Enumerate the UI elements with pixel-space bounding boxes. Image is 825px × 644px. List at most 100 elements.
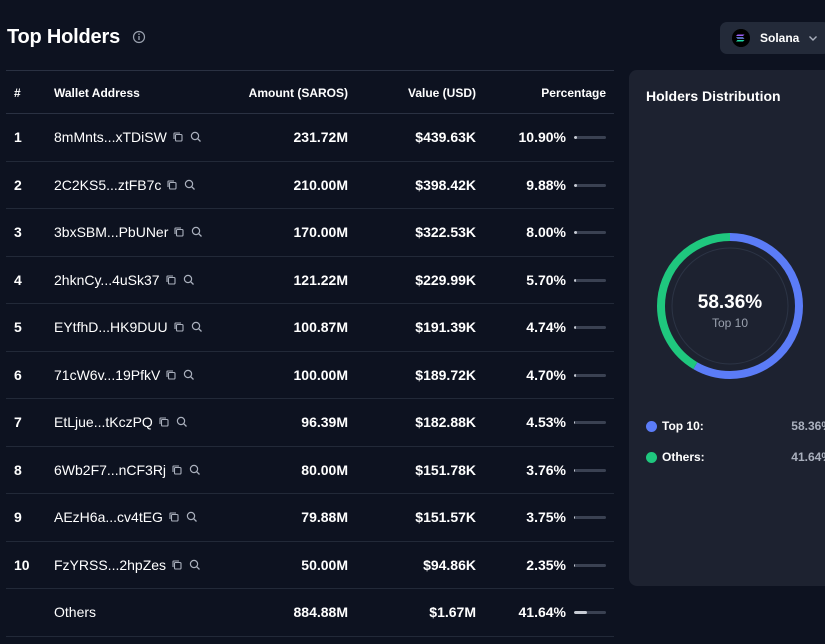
holder-amount: 79.88M <box>301 509 348 525</box>
page-title: Top Holders <box>7 26 120 48</box>
holder-rank: 2 <box>14 176 22 193</box>
legend-dot <box>646 421 657 432</box>
copy-icon[interactable] <box>158 416 170 428</box>
legend-value: 58.36% <box>791 419 825 433</box>
wallet-address[interactable]: 2hknCy...4uSk37 <box>54 271 160 288</box>
copy-icon[interactable] <box>166 179 178 191</box>
info-icon[interactable] <box>132 30 146 44</box>
percentage-bar <box>574 326 606 329</box>
percentage-bar-fill <box>574 231 577 234</box>
copy-icon[interactable] <box>171 464 183 476</box>
wallet-address[interactable]: 2C2KS5...ztFB7c <box>54 176 162 193</box>
holder-percentage: 4.70% <box>526 366 566 383</box>
wallet-address[interactable]: FzYRSS...2hpZes <box>54 556 167 573</box>
copy-icon[interactable] <box>168 511 180 523</box>
copy-icon[interactable] <box>165 274 177 286</box>
table-row: 1 8mMnts...xTDiSW 231.72M $439.63K 10.90% <box>6 114 614 162</box>
holder-value: $182.88K <box>415 414 476 430</box>
legend-label: Top 10: <box>662 419 704 433</box>
holder-percentage: 8.00% <box>526 224 566 240</box>
copy-icon[interactable] <box>172 131 184 143</box>
percentage-bar <box>574 373 606 377</box>
solana-logo-icon <box>732 29 750 47</box>
holder-value: $1.67M <box>429 604 476 620</box>
search-icon[interactable] <box>184 179 196 191</box>
percentage-bar <box>574 183 606 187</box>
percentage-bar-fill <box>574 183 578 187</box>
holder-value: $151.78K <box>415 461 476 478</box>
table-body: 1 8mMnts...xTDiSW 231.72M $439.63K 10.90% 2 2C… <box>6 114 614 637</box>
holder-amount: 100.87M <box>293 319 348 335</box>
table-row: 4 2hknCy...4uSk37 121.22M $229.99K 5.70% <box>6 257 614 304</box>
table-row-others: Others 884.88M $1.67M 41.64% <box>6 589 614 637</box>
percentage-bar <box>574 516 606 519</box>
holder-amount: 231.72M <box>293 129 348 145</box>
holder-value: $191.39K <box>415 319 476 335</box>
wallet-address[interactable]: 6Wb2F7...nCF3Rj <box>54 461 167 478</box>
percentage-bar-fill <box>574 373 576 377</box>
search-icon[interactable] <box>191 321 203 333</box>
column-header-amount: Amount (SAROS) <box>248 86 348 100</box>
holder-amount: 884.88M <box>293 604 348 620</box>
search-icon[interactable] <box>176 416 188 428</box>
search-icon[interactable] <box>191 226 203 238</box>
percentage-bar <box>574 468 606 472</box>
percentage-bar-fill <box>574 421 576 424</box>
holder-value: $151.57K <box>415 509 476 525</box>
holder-rank: 6 <box>14 366 22 383</box>
percentage-bar-fill <box>574 326 576 329</box>
column-header-value: Value (USD) <box>407 86 476 100</box>
table-header: # Wallet Address Amount (SAROS) Value (U… <box>6 70 614 114</box>
distribution-donut-chart: 58.36% Top 10 <box>657 233 803 379</box>
copy-icon[interactable] <box>173 226 185 238</box>
holders-distribution-panel: Holders Distribution 58.36% Top 10 Top 1… <box>629 70 825 586</box>
holder-percentage: 4.74% <box>526 319 566 335</box>
table-row: 3 3bxSBM...PbUNer 170.00M $322.53K 8.00% <box>6 209 614 257</box>
table-row: 9 AEzH6a...cv4tEG 79.88M $151.57K 3.75% <box>6 494 614 542</box>
copy-icon[interactable] <box>165 369 177 381</box>
chevron-down-icon <box>809 36 817 41</box>
percentage-bar <box>574 421 606 424</box>
chain-label: Solana <box>760 31 800 45</box>
copy-icon[interactable] <box>171 559 183 571</box>
percentage-bar-fill <box>574 611 588 614</box>
search-icon[interactable] <box>189 464 201 476</box>
percentage-bar <box>574 563 606 567</box>
holders-table: # Wallet Address Amount (SAROS) Value (U… <box>6 70 614 637</box>
holder-value: $439.63K <box>415 129 476 145</box>
holder-amount: 210.00M <box>293 176 348 193</box>
search-icon[interactable] <box>186 511 198 523</box>
percentage-bar <box>574 611 606 614</box>
holder-amount: 96.39M <box>301 414 348 430</box>
search-icon[interactable] <box>189 559 201 571</box>
percentage-bar <box>574 278 606 282</box>
legend-item: Others: 41.64% <box>646 448 825 466</box>
holder-amount: 100.00M <box>293 366 348 383</box>
wallet-address[interactable]: 71cW6v...19PfkV <box>54 366 161 383</box>
percentage-bar <box>574 231 606 234</box>
search-icon[interactable] <box>183 274 195 286</box>
chain-select[interactable]: Solana <box>720 22 825 54</box>
percentage-bar-fill <box>574 516 576 519</box>
wallet-address[interactable]: 8mMnts...xTDiSW <box>54 129 167 145</box>
holder-rank: 3 <box>14 224 22 240</box>
holder-value: $398.42K <box>415 176 476 193</box>
donut-segment-others[interactable] <box>657 233 803 379</box>
table-row: 2 2C2KS5...ztFB7c 210.00M $398.42K 9.88% <box>6 162 614 209</box>
holder-amount: 80.00M <box>301 461 348 478</box>
holder-rank: 4 <box>14 271 22 288</box>
search-icon[interactable] <box>190 131 202 143</box>
wallet-address[interactable]: 3bxSBM...PbUNer <box>54 224 169 240</box>
holder-percentage: 9.88% <box>526 176 566 193</box>
wallet-address[interactable]: EYtfhD...HK9DUU <box>54 319 168 335</box>
holder-amount: 170.00M <box>293 224 348 240</box>
search-icon[interactable] <box>183 369 195 381</box>
holder-percentage: 5.70% <box>526 271 566 288</box>
wallet-address[interactable]: AEzH6a...cv4tEG <box>54 509 163 525</box>
donut-inner-ring <box>671 247 789 365</box>
legend-label: Others: <box>662 450 705 464</box>
wallet-address[interactable]: EtLjue...tKczPQ <box>54 414 153 430</box>
copy-icon[interactable] <box>173 321 185 333</box>
percentage-bar-fill <box>574 563 575 567</box>
percentage-bar-fill <box>574 468 576 472</box>
